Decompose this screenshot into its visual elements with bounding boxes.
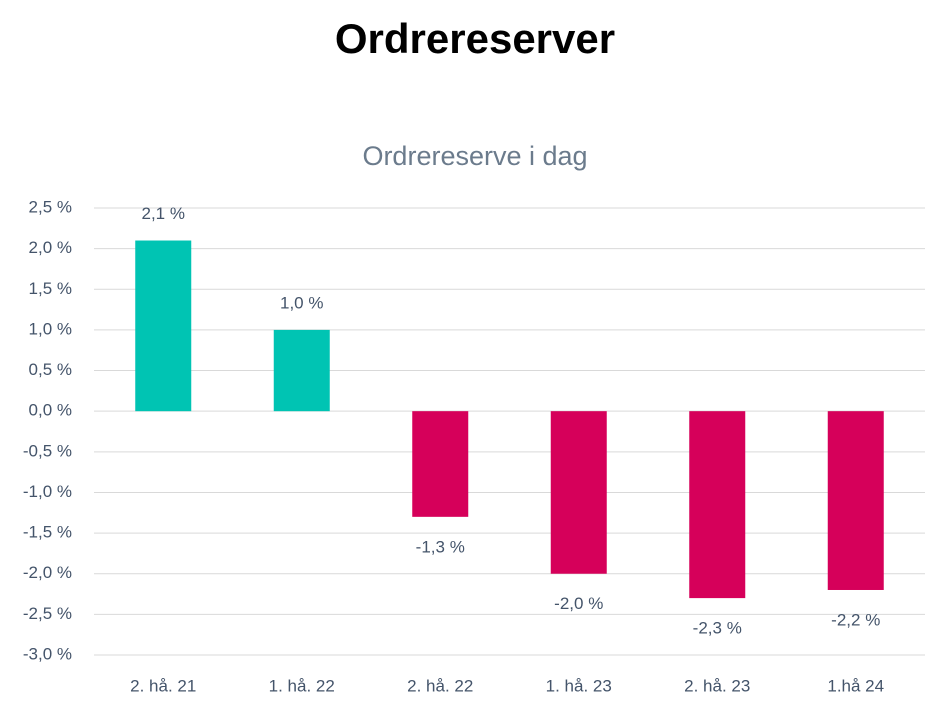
data-label: 1,0 % [280, 293, 323, 312]
data-label: -1,3 % [416, 537, 465, 556]
y-tick-label: -0,5 % [23, 441, 72, 460]
bar [689, 411, 746, 599]
y-tick-label: -1,0 % [23, 482, 72, 501]
y-tick-label: -1,5 % [23, 523, 72, 542]
bar [412, 411, 469, 517]
data-label: -2,3 % [693, 619, 742, 638]
x-tick-label: 1. hå. 22 [269, 676, 335, 695]
bar [827, 411, 884, 590]
y-tick-label: -2,5 % [23, 604, 72, 623]
chart-title: Ordrereserver [335, 15, 615, 62]
x-tick-label: 2. hå. 22 [407, 676, 473, 695]
x-tick-label: 1.hå 24 [827, 676, 884, 695]
y-tick-label: -3,0 % [23, 644, 72, 663]
x-tick-label: 2. hå. 23 [684, 676, 750, 695]
y-tick-label: 1,5 % [29, 279, 72, 298]
y-tick-label: 1,0 % [29, 319, 72, 338]
y-tick-label: 0,5 % [29, 360, 72, 379]
data-label: -2,2 % [831, 610, 880, 629]
y-tick-label: -2,0 % [23, 563, 72, 582]
y-tick-label: 0,0 % [29, 401, 72, 420]
bar [273, 329, 330, 412]
x-tick-label: 2. hå. 21 [130, 676, 196, 695]
bar [550, 411, 607, 574]
data-label: -2,0 % [554, 594, 603, 613]
y-tick-label: 2,5 % [29, 197, 72, 216]
chart-subtitle: Ordrereserve i dag [362, 141, 587, 171]
data-label: 2,1 % [142, 204, 185, 223]
bar [135, 240, 192, 412]
y-tick-label: 2,0 % [29, 238, 72, 257]
x-tick-label: 1. hå. 23 [546, 676, 612, 695]
